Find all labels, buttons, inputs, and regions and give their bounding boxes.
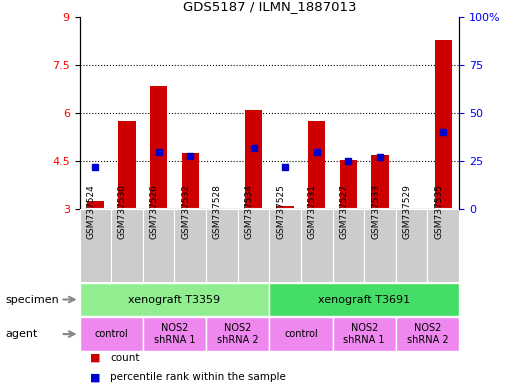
Bar <box>80 318 143 351</box>
Bar <box>371 155 389 209</box>
Text: NOS2
shRNA 2: NOS2 shRNA 2 <box>407 323 448 345</box>
Text: NOS2
shRNA 2: NOS2 shRNA 2 <box>217 323 259 345</box>
Text: xenograft T3359: xenograft T3359 <box>128 295 221 305</box>
Text: percentile rank within the sample: percentile rank within the sample <box>110 372 286 382</box>
Text: control: control <box>94 329 128 339</box>
Text: specimen: specimen <box>5 295 59 305</box>
Bar <box>435 40 452 209</box>
Bar <box>269 209 301 282</box>
Text: GSM737524: GSM737524 <box>86 184 95 239</box>
Text: GSM737533: GSM737533 <box>371 184 380 239</box>
Text: control: control <box>284 329 318 339</box>
Bar <box>332 209 364 282</box>
Text: GSM737529: GSM737529 <box>403 184 411 239</box>
Bar <box>87 201 104 209</box>
Text: GSM737527: GSM737527 <box>340 184 348 239</box>
Text: agent: agent <box>5 329 37 339</box>
Bar <box>143 318 206 351</box>
Text: ■: ■ <box>90 353 100 363</box>
Bar <box>396 318 459 351</box>
Text: NOS2
shRNA 1: NOS2 shRNA 1 <box>344 323 385 345</box>
Text: NOS2
shRNA 1: NOS2 shRNA 1 <box>154 323 195 345</box>
Text: count: count <box>110 353 140 363</box>
Text: ■: ■ <box>90 372 100 382</box>
Bar <box>427 209 459 282</box>
Bar <box>182 153 199 209</box>
Bar <box>269 318 332 351</box>
Bar <box>206 209 238 282</box>
Bar <box>269 283 459 316</box>
Bar <box>332 318 396 351</box>
Text: xenograft T3691: xenograft T3691 <box>318 295 410 305</box>
Text: GSM737531: GSM737531 <box>308 184 317 239</box>
Bar <box>174 209 206 282</box>
Text: GDS5187 / ILMN_1887013: GDS5187 / ILMN_1887013 <box>183 0 356 13</box>
Bar <box>111 209 143 282</box>
Bar <box>245 110 262 209</box>
Bar <box>80 283 269 316</box>
Text: GSM737530: GSM737530 <box>118 184 127 239</box>
Text: GSM737535: GSM737535 <box>435 184 443 239</box>
Bar <box>206 318 269 351</box>
Text: GSM737526: GSM737526 <box>150 184 159 239</box>
Bar <box>340 160 357 209</box>
Bar <box>364 209 396 282</box>
Bar <box>308 121 325 209</box>
Text: GSM737528: GSM737528 <box>213 184 222 239</box>
Bar <box>80 209 111 282</box>
Bar <box>301 209 332 282</box>
Bar <box>150 86 167 209</box>
Bar <box>119 121 135 209</box>
Text: GSM737532: GSM737532 <box>181 184 190 239</box>
Text: GSM737525: GSM737525 <box>276 184 285 239</box>
Bar <box>396 209 427 282</box>
Bar <box>238 209 269 282</box>
Bar <box>143 209 174 282</box>
Bar <box>277 206 294 209</box>
Text: GSM737534: GSM737534 <box>245 184 253 239</box>
